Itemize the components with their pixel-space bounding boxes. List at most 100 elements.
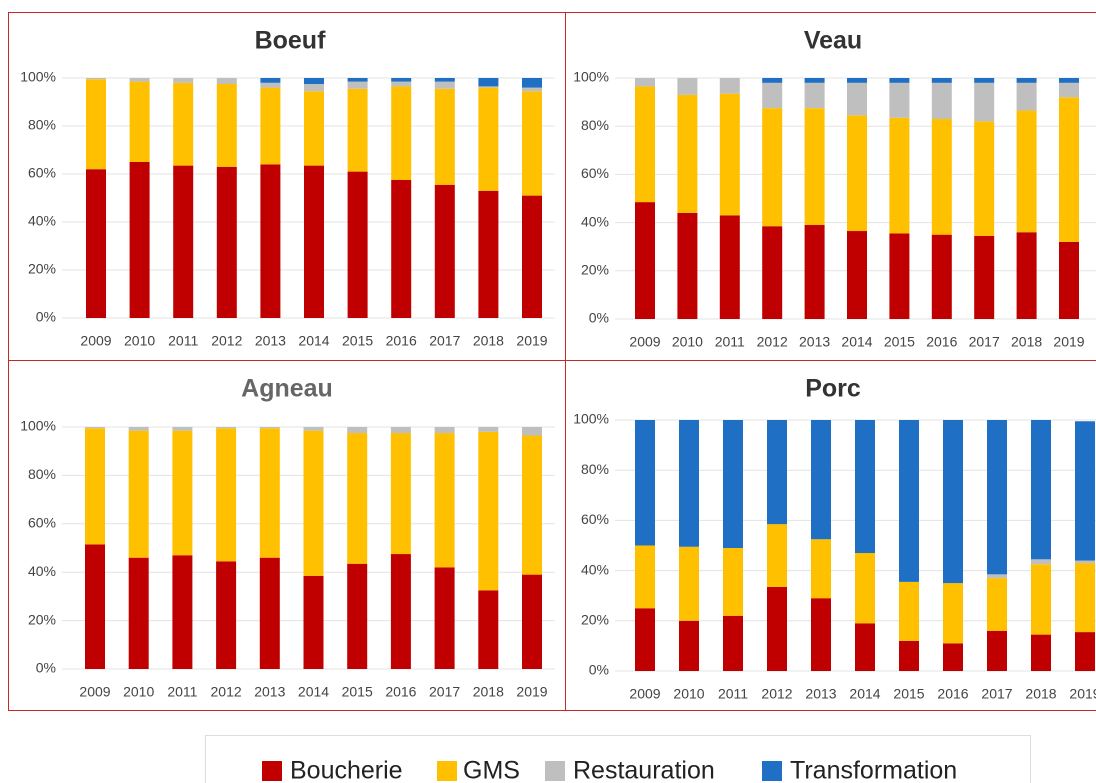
bar-segment [259, 427, 280, 429]
bar-segment [391, 86, 412, 180]
x-tick-label: 2011 [715, 334, 745, 350]
x-tick-label: 2017 [429, 684, 460, 700]
x-tick-label: 2011 [168, 333, 198, 349]
bar-segment [128, 430, 149, 558]
bar-segment [434, 184, 455, 318]
bar-segment [260, 164, 281, 318]
x-tick-label: 2016 [937, 686, 968, 702]
bar-segment [987, 574, 1007, 579]
bar-segment [259, 428, 280, 558]
bar-segment [1016, 78, 1037, 83]
legend-swatch [437, 761, 457, 781]
bar-segment [347, 78, 368, 82]
y-tick-label: 60% [28, 515, 56, 531]
bar-segment [173, 78, 194, 83]
bar-segment [216, 78, 237, 84]
bar-segment [635, 545, 655, 609]
bar-segment [85, 544, 105, 669]
y-tick-label: 20% [28, 261, 56, 277]
x-tick-label: 2009 [79, 684, 110, 700]
bar-segment [434, 433, 455, 568]
x-tick-label: 2013 [255, 333, 286, 349]
bar-segment [889, 233, 910, 319]
bar-segment [719, 215, 740, 319]
x-tick-label: 2019 [516, 684, 547, 700]
legend-label: Transformation [790, 757, 957, 783]
bar-segment [216, 428, 237, 562]
bar-segment [173, 165, 194, 318]
x-tick-label: 2014 [849, 686, 880, 702]
y-tick-label: 0% [589, 662, 609, 678]
bar-segment [677, 94, 698, 213]
legend-swatch [762, 761, 782, 781]
legend-swatch [545, 761, 565, 781]
bar-segment [1031, 564, 1051, 635]
y-tick-label: 0% [36, 309, 56, 325]
x-tick-label: 2019 [516, 333, 547, 349]
bar-segment [1075, 563, 1095, 633]
bar-segment [931, 118, 952, 235]
y-tick-label: 20% [581, 262, 609, 278]
bar-segment [889, 78, 910, 83]
x-tick-label: 2017 [969, 334, 1000, 350]
bar-segment [1031, 634, 1051, 671]
bar-segment [347, 433, 368, 564]
bar-segment [304, 78, 324, 84]
bar-segment [434, 78, 455, 82]
legend-label: GMS [463, 757, 520, 783]
x-tick-label: 2018 [473, 333, 504, 349]
bar-segment [1059, 78, 1079, 83]
bar-segment [1059, 241, 1079, 319]
bar-segment [260, 78, 281, 83]
bar-segment [1075, 632, 1095, 671]
bar-segment [522, 195, 542, 318]
y-tick-label: 60% [581, 165, 609, 181]
chart-title: Agneau [241, 375, 333, 403]
x-tick-label: 2011 [167, 684, 197, 700]
bar-segment [1016, 110, 1037, 233]
bar-segment [128, 557, 149, 669]
x-tick-label: 2009 [629, 334, 660, 350]
bar-segment [723, 548, 743, 616]
y-tick-label: 100% [573, 69, 609, 85]
bar-segment [811, 539, 831, 599]
bar-segment [767, 420, 787, 525]
x-tick-label: 2013 [799, 334, 830, 350]
x-tick-label: 2015 [884, 334, 915, 350]
bar-segment [478, 190, 499, 318]
bar-segment [719, 93, 740, 216]
bar-segment [478, 78, 499, 87]
bar-segment [635, 420, 655, 546]
bar-segment [347, 563, 368, 669]
x-tick-label: 2009 [80, 333, 111, 349]
bar-segment [1075, 421, 1095, 561]
bar-segment [391, 180, 412, 318]
bar-segment [303, 575, 324, 669]
bar-segment [767, 524, 787, 587]
y-tick-label: 100% [20, 69, 56, 85]
chart-title: Veau [804, 27, 862, 55]
bar-segment [679, 620, 699, 671]
x-tick-label: 2011 [718, 686, 748, 702]
bar-segment [943, 420, 963, 584]
bar-segment [390, 554, 411, 669]
bar-segment [478, 86, 499, 88]
y-tick-label: 80% [581, 461, 609, 477]
bar-segment [931, 78, 952, 83]
chart-title: Boeuf [255, 27, 327, 55]
x-tick-label: 2017 [429, 333, 460, 349]
bar-segment [677, 78, 698, 95]
bar-segment [804, 225, 825, 319]
bar-segment [767, 586, 787, 671]
bar-segment [304, 165, 324, 318]
bar-segment [855, 623, 875, 671]
bar-segment [1016, 82, 1037, 111]
bar-segment [478, 590, 499, 669]
bar-segment [943, 643, 963, 671]
y-tick-label: 20% [581, 612, 609, 628]
bar-segment [679, 546, 699, 621]
x-tick-label: 2013 [805, 686, 836, 702]
x-tick-label: 2012 [211, 333, 242, 349]
bar-segment [85, 428, 105, 545]
bar-segment [478, 427, 499, 432]
